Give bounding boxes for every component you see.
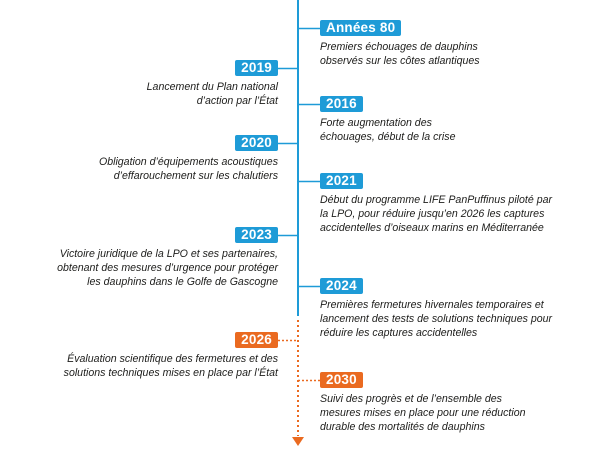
event-description-line: solutions techniques mises en place par … <box>63 367 278 379</box>
event-2016: 2016 Forte augmentation des échouages, d… <box>320 95 455 144</box>
event-description-line: réduire les captures accidentelles <box>320 327 478 339</box>
timeline-arrow-icon <box>292 437 304 446</box>
event-description-line: Victoire juridique de la LPO et ses part… <box>59 248 278 260</box>
event-description-line: observés sur les côtes atlantiques <box>320 55 480 67</box>
event-description-line: échouages, début de la crise <box>320 131 456 143</box>
event-description-line: d’action par l’État <box>196 95 278 107</box>
event-description: Premiers échouages de dauphins observés … <box>320 40 480 68</box>
event-description-line: Forte augmentation des <box>320 117 432 129</box>
event-description: Lancement du Plan national d’action par … <box>147 80 278 108</box>
event-2026: 2026 Évaluation scientifique des fermetu… <box>64 331 278 380</box>
event-2030: 2030 Suivi des progrès et de l’ensemble … <box>320 371 526 434</box>
event-badge: 2021 <box>320 173 363 189</box>
event-description-line: Suivi des progrès et de l’ensemble des <box>320 393 502 405</box>
event-badge: 2030 <box>320 372 363 388</box>
event-description-line: lancement des tests de solutions techniq… <box>320 313 553 325</box>
event-2020: 2020 Obligation d’équipements acoustique… <box>99 134 278 183</box>
event-description: Évaluation scientifique des fermetures e… <box>64 352 278 380</box>
event-badge: 2023 <box>235 227 278 243</box>
event-description-line: la LPO, pour réduire jusqu’en 2026 les c… <box>320 208 545 220</box>
event-badge: Années 80 <box>320 20 402 36</box>
event-badge: 2020 <box>235 135 278 151</box>
event-description-line: Début du programme LIFE PanPuffinus pilo… <box>320 194 553 206</box>
event-description-line: obtenant des mesures d’urgence pour prot… <box>57 262 278 274</box>
event-annees-80: Années 80 Premiers échouages de dauphins… <box>320 19 480 68</box>
event-description: Premières fermetures hivernales temporai… <box>320 298 552 340</box>
event-description-line: Obligation d’équipements acoustiques <box>98 156 278 168</box>
event-description: Début du programme LIFE PanPuffinus pilo… <box>320 193 552 235</box>
event-description-line: d’effarouchement sur les chalutiers <box>113 170 278 182</box>
event-badge: 2019 <box>235 60 278 76</box>
event-badge: 2026 <box>235 332 278 348</box>
event-description-line: Lancement du Plan national <box>146 81 278 93</box>
event-description-line: Premiers échouages de dauphins <box>320 41 478 53</box>
event-description-line: durable des mortalités de dauphins <box>320 421 485 433</box>
event-2019: 2019 Lancement du Plan national d’action… <box>147 59 278 108</box>
event-2024: 2024 Premières fermetures hivernales tem… <box>320 277 552 340</box>
event-badge: 2024 <box>320 278 363 294</box>
event-description: Forte augmentation des échouages, début … <box>320 116 455 144</box>
event-description-line: Évaluation scientifique des fermetures e… <box>67 353 278 365</box>
event-description-line: mesures mises en place pour une réductio… <box>320 407 526 419</box>
event-badge: 2016 <box>320 96 363 112</box>
event-description: Suivi des progrès et de l’ensemble des m… <box>320 392 526 434</box>
event-description-line: Premières fermetures hivernales temporai… <box>320 299 544 311</box>
event-description: Obligation d’équipements acoustiques d’e… <box>99 155 278 183</box>
timeline-connectors <box>278 27 320 382</box>
event-2021: 2021 Début du programme LIFE PanPuffinus… <box>320 172 552 235</box>
event-description-line: accidentelles d’oiseaux marins en Médite… <box>320 222 544 234</box>
event-description-line: les dauphins dans le Golfe de Gascogne <box>87 276 278 288</box>
event-description: Victoire juridique de la LPO et ses part… <box>57 247 278 289</box>
event-2023: 2023 Victoire juridique de la LPO et ses… <box>57 226 278 289</box>
